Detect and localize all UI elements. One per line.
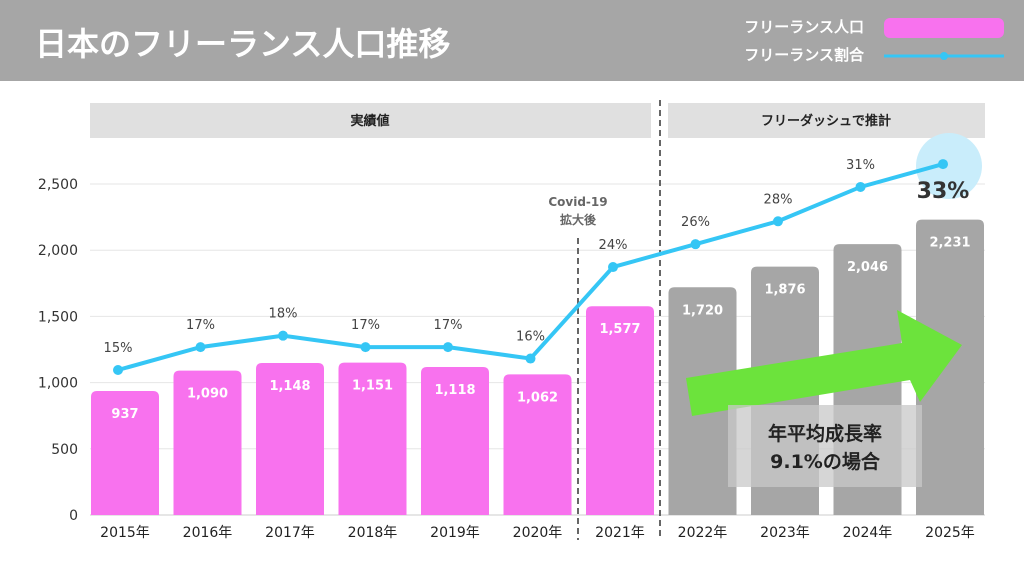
ratio-label: 26% (681, 215, 710, 230)
header-bar (0, 0, 1024, 81)
ratio-label: 15% (104, 341, 133, 356)
x-tick-label: 2015年 (100, 525, 150, 541)
ratio-point (855, 181, 866, 192)
ratio-point (938, 159, 948, 170)
ratio-label: 28% (764, 192, 793, 207)
bar-value-label: 1,876 (764, 283, 805, 298)
bar (503, 374, 572, 515)
covid-label: Covid-19 (548, 195, 607, 209)
bar-value-label: 1,577 (599, 322, 640, 337)
ratio-point (278, 330, 288, 341)
x-tick-label: 2020年 (513, 525, 563, 541)
section-estimate-label: フリーダッシュで推計 (761, 113, 891, 129)
y-tick-label: 1,000 (38, 376, 78, 392)
y-tick-label: 0 (69, 508, 78, 524)
y-tick-label: 500 (51, 442, 78, 458)
ratio-label: 17% (351, 318, 380, 333)
x-tick-label: 2025年 (925, 525, 975, 541)
x-tick-label: 2016年 (183, 525, 233, 541)
x-tick-label: 2019年 (430, 525, 480, 541)
y-tick-label: 2,000 (38, 243, 78, 259)
bar-value-label: 1,151 (352, 379, 393, 394)
growth-arrow (686, 310, 962, 416)
section-actual (90, 103, 651, 138)
bar-value-label: 2,046 (847, 260, 888, 275)
bar (91, 390, 159, 515)
bar (173, 370, 242, 515)
legend-ratio-label: フリーランス割合 (744, 46, 865, 64)
ratio-point (773, 216, 783, 227)
ratio-point (360, 342, 371, 353)
bar-value-label: 1,090 (187, 387, 228, 402)
ratio-point (608, 262, 618, 273)
ratio-label: 16% (516, 330, 545, 345)
ratio-label: 17% (186, 318, 215, 333)
bar (338, 362, 407, 515)
ratio-label: 18% (269, 307, 298, 322)
bar-value-label: 1,118 (434, 383, 475, 398)
ratio-label: 24% (599, 238, 628, 253)
bar-value-label: 2,231 (929, 236, 970, 251)
bar (586, 306, 654, 515)
growth-label-2: 9.1%の場合 (770, 450, 881, 473)
section-estimate (668, 103, 985, 138)
x-tick-label: 2018年 (348, 525, 398, 541)
ratio-point (443, 342, 453, 353)
ratio-label: 33% (917, 179, 970, 204)
page-title: 日本のフリーランス人口推移 (35, 25, 450, 63)
highlight-circle (916, 133, 982, 199)
ratio-label: 31% (846, 158, 875, 173)
bar-value-label: 1,720 (682, 303, 723, 318)
growth-box (728, 405, 922, 487)
bar (421, 366, 489, 515)
section-actual-label: 実績値 (350, 113, 389, 129)
bar-value-label: 937 (111, 407, 138, 422)
legend-ratio-marker (940, 52, 948, 60)
y-tick-label: 1,500 (38, 309, 78, 325)
legend-population-label: フリーランス人口 (744, 18, 864, 36)
bar (916, 219, 984, 515)
ratio-point (195, 342, 206, 353)
ratio-point (113, 365, 123, 375)
bar (256, 363, 324, 515)
x-tick-label: 2021年 (595, 525, 645, 541)
bar-value-label: 1,148 (269, 379, 310, 394)
ratio-point (525, 353, 536, 364)
x-tick-label: 2017年 (265, 525, 315, 541)
bar-value-label: 1,062 (517, 390, 558, 405)
x-tick-label: 2024年 (843, 525, 893, 541)
ratio-point (690, 239, 701, 250)
x-tick-label: 2022年 (678, 525, 728, 541)
x-tick-label: 2023年 (760, 525, 810, 541)
legend-population-swatch (884, 18, 1004, 38)
ratio-label: 17% (434, 318, 463, 333)
y-tick-label: 2,500 (38, 177, 78, 193)
growth-label: 年平均成長率 (768, 422, 882, 445)
covid-label-2: 拡大後 (560, 212, 597, 227)
